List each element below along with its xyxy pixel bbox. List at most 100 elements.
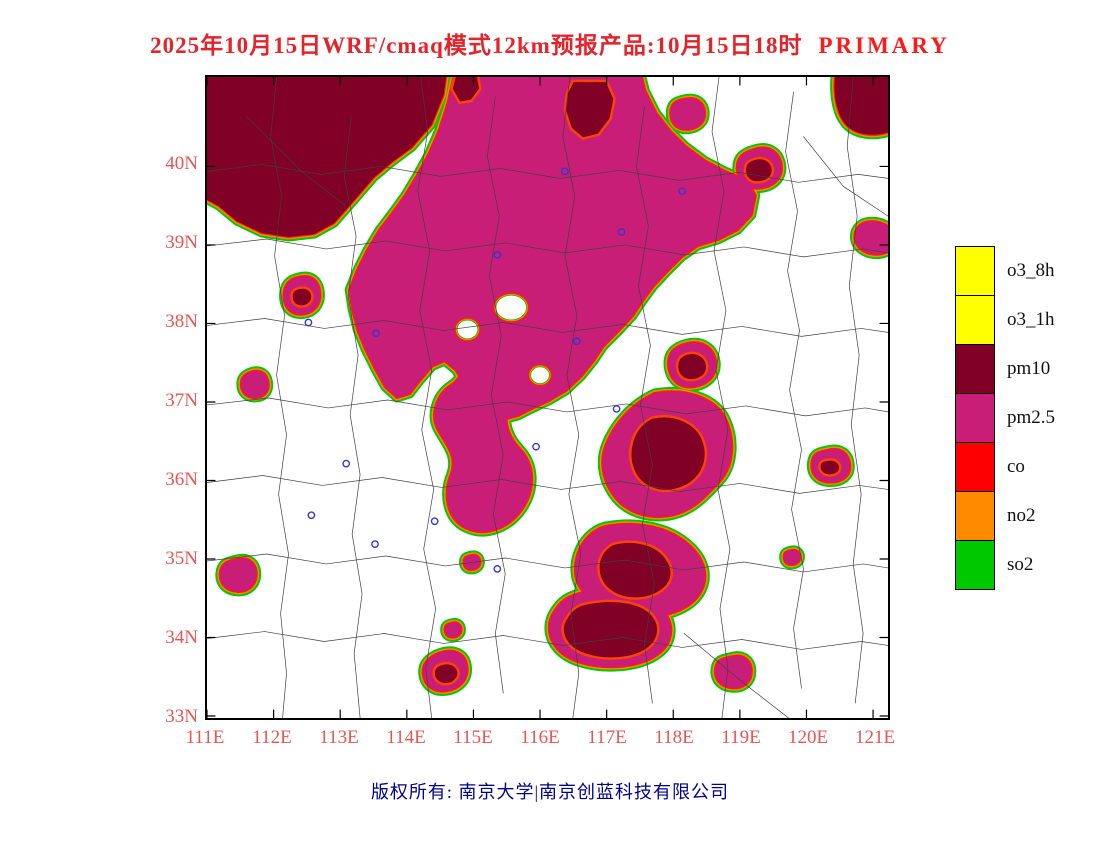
city-marker <box>430 517 439 526</box>
clean-hole <box>457 320 478 339</box>
county-boundary-line <box>683 633 789 718</box>
pm10-core-region <box>818 458 842 477</box>
x-axis-label-119E: 119E <box>721 727 761 748</box>
county-boundary-line <box>846 77 864 704</box>
legend-swatch-pm10 <box>955 344 995 394</box>
county-boundary-line <box>207 475 888 494</box>
county-boundary-line <box>207 238 888 258</box>
legend-label: pm10 <box>1007 358 1051 379</box>
y-axis-label-34N: 34N <box>165 626 198 648</box>
legend: o3_8h o3_1h pm10 pm2.5 co no2 so2 <box>955 246 1055 590</box>
city-marker <box>493 251 502 259</box>
y-axis-label-33N: 33N <box>165 705 198 727</box>
county-boundary-line <box>270 77 289 718</box>
county-boundary-line <box>803 136 888 217</box>
city-marker <box>561 167 569 176</box>
map-frame <box>205 75 890 720</box>
pollutant-region-pm10 <box>207 77 447 238</box>
y-axis-label-38N: 38N <box>165 310 198 332</box>
pollutant-region-pm25 <box>854 221 888 255</box>
x-axis-label-118E: 118E <box>654 727 694 748</box>
city-marker <box>617 228 626 236</box>
pollutant-region-pm25 <box>670 98 706 130</box>
city-marker <box>342 459 351 468</box>
x-axis-label-117E: 117E <box>587 727 627 748</box>
clean-hole <box>496 295 527 320</box>
pollutant-region-pm25 <box>240 370 269 398</box>
title-suffix: PRIMARY <box>818 33 950 58</box>
x-axis-label-121E: 121E <box>854 727 896 748</box>
x-axis-label-111E: 111E <box>185 727 225 748</box>
pollutant-region-pm10 <box>834 77 888 135</box>
pollutant-region-pm25 <box>444 622 462 638</box>
pollutant-region-pm25 <box>434 323 533 533</box>
y-axis-label-40N: 40N <box>165 152 198 174</box>
pollutant-region-pm25 <box>714 655 752 689</box>
x-axis-label-113E: 113E <box>319 727 359 748</box>
city-marker <box>572 337 581 346</box>
legend-swatch-co <box>955 442 995 492</box>
city-marker <box>372 329 380 338</box>
x-axis-label-112E: 112E <box>252 727 292 748</box>
city-marker <box>493 565 502 573</box>
copyright-footer: 版权所有: 南京大学|南京创蓝科技有限公司 <box>370 782 730 802</box>
county-boundary-line <box>487 96 506 694</box>
pm10-core-region <box>563 79 616 140</box>
pm10-core-region <box>432 662 460 686</box>
y-axis-label-39N: 39N <box>165 231 198 253</box>
pollutant-region-pm25 <box>783 549 801 565</box>
county-boundary-line <box>207 553 888 573</box>
county-boundary-line <box>343 116 363 718</box>
county-boundary-line <box>207 631 888 650</box>
y-axis-label-37N: 37N <box>165 389 198 411</box>
pm10-core-region <box>629 415 707 493</box>
city-marker <box>678 187 687 196</box>
pm10-core-region <box>597 540 673 600</box>
pollutant-region-pm25 <box>219 558 257 592</box>
forecast-map <box>207 77 888 718</box>
legend-item-pm10: pm10 <box>955 344 1055 394</box>
legend-swatch-pm2.5 <box>955 393 995 443</box>
pm10-core-region <box>561 599 660 660</box>
legend-swatch-o3_8h <box>955 246 995 296</box>
county-boundary-line <box>207 318 888 337</box>
pm10-core-region <box>290 286 314 308</box>
legend-item-no2: no2 <box>955 491 1055 541</box>
clean-hole <box>531 367 549 384</box>
legend-label: pm2.5 <box>1007 407 1056 428</box>
legend-swatch-o3_1h <box>955 295 995 345</box>
page-title: 2025年10月15日WRF/cmaq模式12km预报产品:10月15日18时 P… <box>0 26 1100 60</box>
y-axis-label-36N: 36N <box>165 468 198 490</box>
city-marker <box>304 318 313 327</box>
legend-label: o3_1h <box>1007 309 1055 330</box>
legend-label: so2 <box>1007 554 1034 575</box>
county-boundary-line <box>562 77 582 718</box>
county-boundary-line <box>207 397 888 417</box>
pm10-core-region <box>675 351 709 382</box>
county-boundary-line <box>636 106 655 704</box>
legend-label: co <box>1007 456 1025 477</box>
legend-swatch-so2 <box>955 540 995 590</box>
pollutant-region-pm25 <box>349 77 756 420</box>
city-marker <box>307 511 316 520</box>
legend-label: o3_8h <box>1007 260 1055 281</box>
x-axis-label-115E: 115E <box>453 727 493 748</box>
county-boundary-line <box>417 77 437 718</box>
x-axis-label-116E: 116E <box>520 727 560 748</box>
county-boundary-line <box>246 116 347 207</box>
title-main: 2025年10月15日WRF/cmaq模式12km预报产品:10月15日18时 <box>150 33 803 58</box>
legend-label: no2 <box>1007 505 1036 526</box>
legend-item-co: co <box>955 442 1055 492</box>
legend-item-o3_1h: o3_1h <box>955 295 1055 345</box>
city-marker <box>612 405 621 413</box>
county-boundary-line <box>711 77 731 718</box>
pm10-core-region <box>743 156 774 184</box>
legend-item-so2: so2 <box>955 540 1055 590</box>
legend-item-o3_8h: o3_8h <box>955 246 1055 296</box>
y-axis-label-35N: 35N <box>165 547 198 569</box>
county-boundary-line <box>785 91 804 689</box>
city-marker <box>532 442 540 451</box>
legend-item-pm2.5: pm2.5 <box>955 393 1055 443</box>
x-axis-label-120E: 120E <box>787 727 829 748</box>
